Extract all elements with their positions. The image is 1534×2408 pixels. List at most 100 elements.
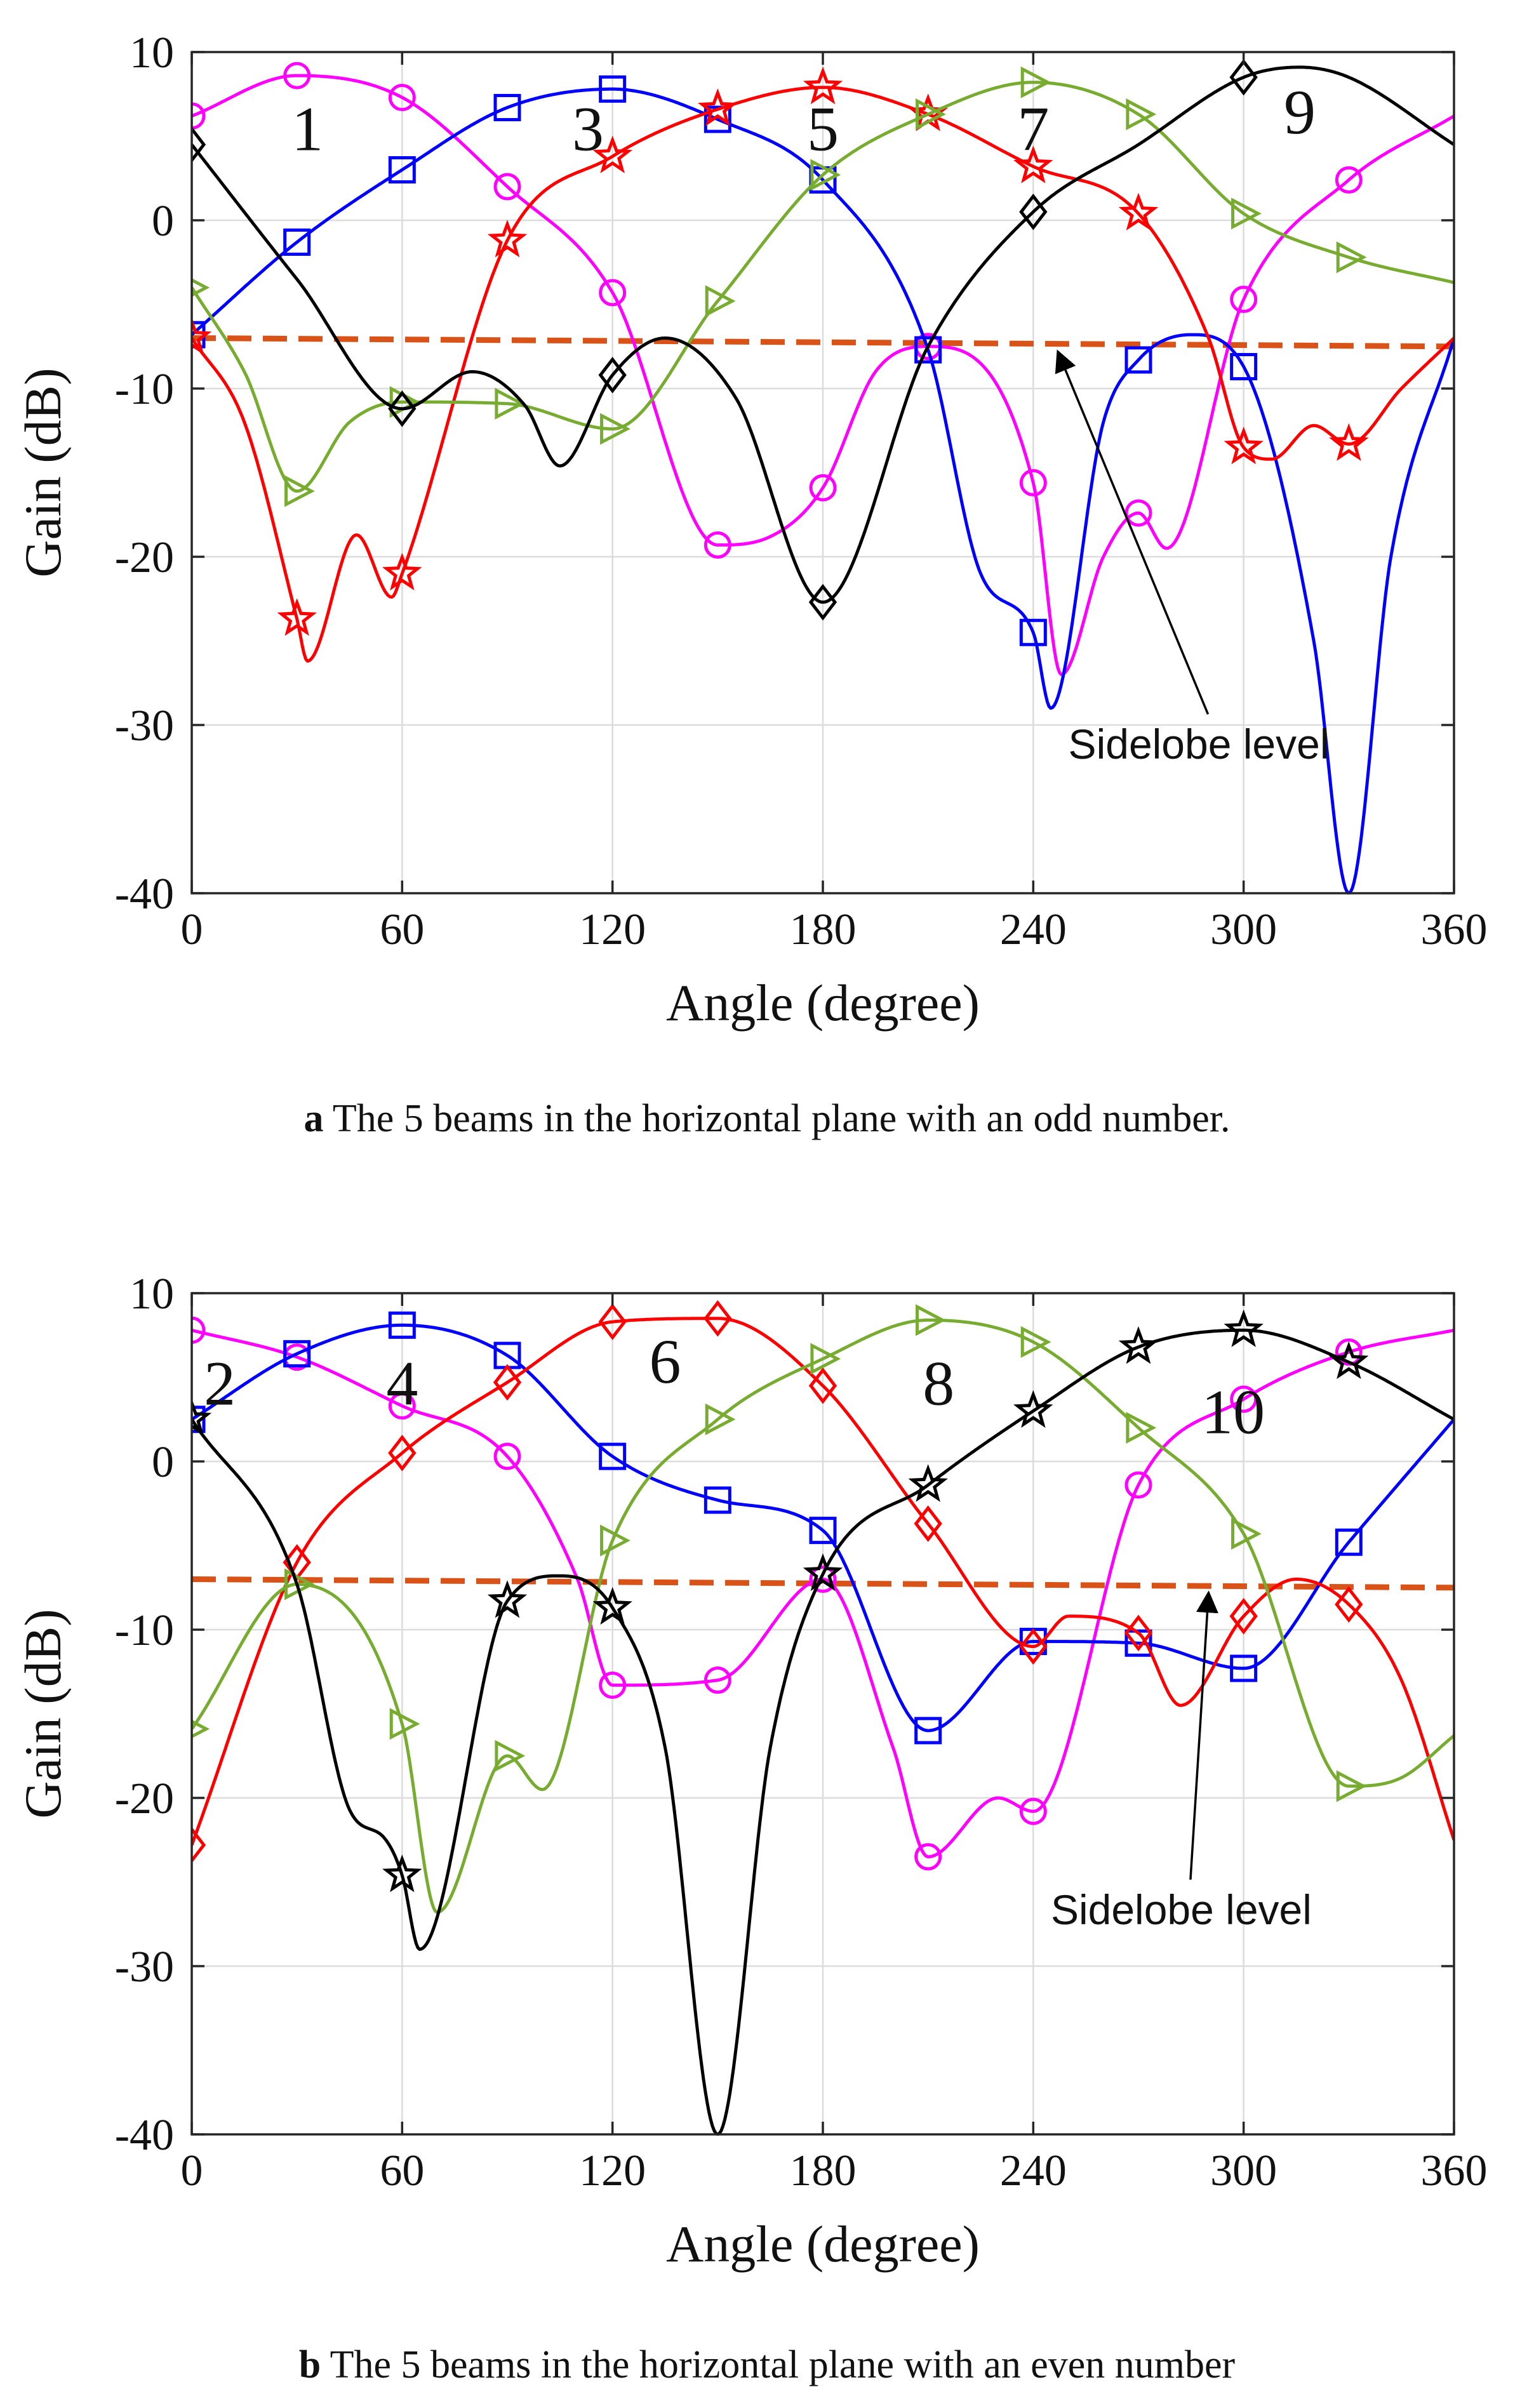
xtick-label-240: 240 [1000,905,1067,954]
sidelobe-line-odd [192,335,1454,350]
marker-beam-6-0 [192,1826,206,1864]
marker-beam-4-150 [704,1486,731,1514]
ytick-label--40: -40 [115,2111,174,2160]
ytick-label--20: -20 [115,1774,174,1823]
ytick-label--10: -10 [115,365,174,414]
marker-beam-4-180 [809,1517,837,1545]
caption-even-text: The 5 beams in the horizontal plane with… [321,2343,1235,2386]
marker-beam-7-210 [916,98,946,131]
xtick-label-360: 360 [1421,905,1488,954]
xtick-label-360: 360 [1421,2146,1488,2195]
marker-beam-6-270 [1124,1614,1153,1652]
xaxis-label-odd: Angle (degree) [666,974,980,1032]
ytick-label--40: -40 [115,870,174,919]
marker-beam-1-120 [599,279,627,307]
series-line-beam-7 [192,81,1454,493]
marker-beam-7-30 [284,475,315,507]
series-line-beam-9 [192,65,1454,604]
xtick-label-300: 300 [1210,905,1277,954]
marker-beam-9-0 [192,126,206,163]
xtick-label-240: 240 [1000,2146,1067,2195]
marker-beam-2-90 [493,1442,521,1470]
marker-beam-10-330 [1329,1341,1369,1380]
xtick-label-180: 180 [790,2146,857,2195]
annotation-arrow-odd [1055,349,1210,715]
marker-beam-8-330 [1336,1770,1367,1802]
marker-beam-6-120 [598,1303,627,1340]
series-line-beam-10 [192,1328,1454,2136]
annotation-text-even: Sidelobe level [1051,1886,1312,1933]
marker-beam-2-240 [1019,1797,1047,1825]
xtick-label-60: 60 [380,2146,424,2195]
marker-beam-7-270 [1126,98,1157,131]
marker-beam-6-150 [704,1300,732,1337]
caption-even: b The 5 beams in the horizontal plane wi… [299,2343,1236,2386]
ytick-label-0: 0 [152,1438,174,1487]
series-line-beam-3 [192,87,1454,895]
beam-label-6: 6 [650,1326,681,1397]
beam-label-5: 5 [807,93,839,164]
marker-beam-5-270 [1118,192,1159,230]
ytick-label--10: -10 [115,1606,174,1655]
marker-beam-10-300 [1224,1309,1264,1347]
marker-beam-4-300 [1230,1654,1258,1682]
marker-beam-4-60 [388,1311,416,1339]
marker-beam-2-270 [1124,1471,1152,1499]
caption-even-letter: b [299,2343,321,2386]
marker-beam-5-300 [1224,426,1264,465]
markers-beam-7 [192,66,1367,507]
caption-odd: a The 5 beams in the horizontal plane wi… [304,1097,1231,1140]
series-line-beam-8 [192,1318,1454,1914]
markers-beam-9 [192,58,1258,621]
beam-label-3: 3 [572,93,604,164]
marker-beam-7-330 [1336,241,1367,274]
marker-beam-9-180 [808,583,837,621]
marker-beam-2-210 [914,1843,942,1871]
marker-beam-1-150 [704,531,731,559]
beam-label-2: 2 [204,1348,236,1418]
marker-beam-6-90 [493,1364,522,1401]
marker-beam-8-90 [495,1739,526,1772]
marker-beam-8-210 [916,1304,946,1336]
ytick-label-10: 10 [130,1270,174,1319]
markers-beam-10 [192,1309,1369,1892]
xtick-label-0: 0 [181,2146,203,2195]
marker-beam-5-90 [487,220,528,258]
marker-beam-3-240 [1019,618,1047,646]
marker-beam-7-180 [810,159,841,191]
marker-beam-10-90 [487,1580,528,1618]
marker-beam-4-330 [1335,1528,1363,1556]
xtick-label-120: 120 [579,905,646,954]
marker-beam-6-60 [388,1434,417,1472]
xtick-label-180: 180 [790,905,857,954]
marker-beam-7-150 [705,285,736,317]
marker-beam-10-240 [1013,1390,1053,1428]
marker-beam-1-300 [1230,286,1258,314]
marker-beam-2-60 [388,1392,416,1420]
marker-beam-1-330 [1335,166,1363,194]
marker-beam-7-300 [1231,197,1262,230]
beam-label-7: 7 [1017,93,1049,164]
markers-beam-2 [192,1316,1363,1871]
annotation-arrow-even [1189,1590,1218,1880]
marker-beam-3-120 [599,75,627,103]
marker-beam-8-120 [600,1524,630,1557]
marker-beam-3-150 [704,105,731,133]
marker-beam-10-270 [1118,1326,1159,1364]
marker-beam-5-240 [1013,145,1053,183]
marker-beam-4-120 [599,1442,627,1470]
xtick-label-0: 0 [181,905,203,954]
markers-beam-4 [192,1311,1363,1745]
marker-beam-9-240 [1019,193,1048,230]
marker-beam-1-90 [493,173,521,201]
marker-beam-4-270 [1124,1629,1152,1657]
marker-beam-6-210 [914,1505,942,1542]
xtick-label-300: 300 [1210,2146,1277,2195]
series-line-beam-4 [192,1323,1454,1733]
marker-beam-8-0 [192,1719,210,1739]
marker-beam-8-270 [1126,1411,1157,1444]
marker-beam-3-90 [493,93,521,121]
marker-beam-5-60 [382,552,422,591]
marker-beam-8-60 [389,1708,420,1740]
